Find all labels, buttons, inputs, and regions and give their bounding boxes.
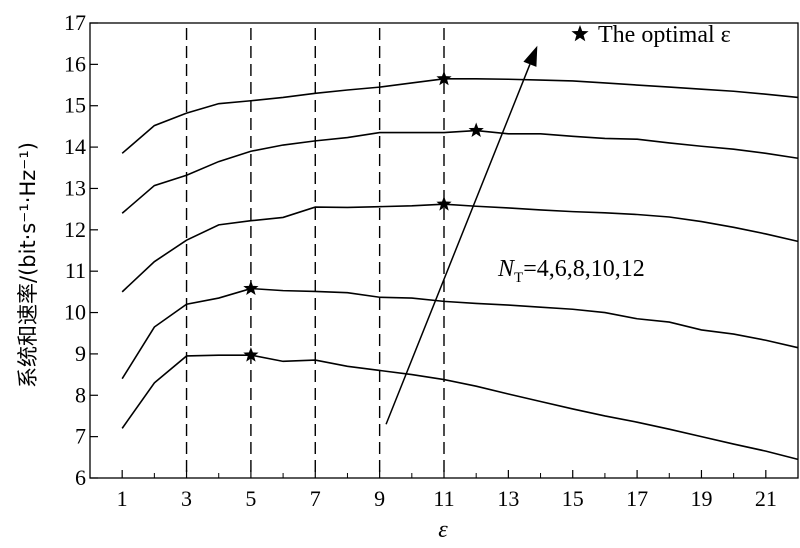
x-tick-label: 3 [181,486,192,511]
x-axis-label: ε [438,517,448,543]
optimal-star-3 [436,196,452,211]
y-axis-label: 系统和速率/(bit·s⁻¹·Hz⁻¹) [16,142,40,388]
nt-annotation: NT=4,6,8,10,12 [385,45,645,425]
x-tick-label: 9 [374,486,385,511]
nt-label-main: N [497,256,516,282]
optimal-star-2 [243,280,259,296]
x-tick-label: 21 [755,486,777,511]
series-layer [121,78,799,461]
x-tick-label: 7 [310,486,321,511]
x-tick-label: 5 [245,486,256,511]
series-line-4 [121,129,799,214]
legend: The optimal ε [571,22,731,48]
nt-label: NT=4,6,8,10,12 [497,256,645,286]
nt-arrowhead [523,45,538,67]
series-line-2 [121,287,799,380]
legend-star-icon [571,25,589,42]
y-tick-label: 13 [64,175,86,200]
x-tick-label: 13 [497,486,519,511]
y-tick-label: 15 [64,93,86,118]
nt-label-rest: =4,6,8,10,12 [523,256,645,282]
y-tick-label: 10 [64,300,86,325]
x-tick-label: 19 [690,486,712,511]
y-tick-label: 6 [75,465,86,490]
y-tick-label: 7 [75,424,86,449]
y-tick-label: 12 [64,217,86,242]
optimal-star-4 [468,122,484,138]
x-tick-label: 11 [433,486,454,511]
optimal-star-5 [436,70,452,86]
optimal-markers [243,70,484,362]
reference-lines [185,28,445,478]
y-tick-label: 14 [64,134,86,159]
series-line-3 [121,203,799,293]
x-tick-label: 15 [562,486,584,511]
nt-arrow [385,64,531,425]
legend-label: The optimal ε [598,22,731,48]
nt-label-sub: T [514,270,523,286]
x-tick-label: 17 [626,486,648,511]
series-line-5 [121,78,799,154]
y-tick-label: 9 [75,341,86,366]
y-tick-label: 8 [75,382,86,407]
y-tick-label: 16 [64,51,86,76]
series-line-1 [121,354,799,461]
optimal-star-1 [243,347,259,362]
y-tick-label: 11 [65,258,86,283]
y-tick-label: 17 [64,10,86,35]
x-tick-label: 1 [117,486,128,511]
